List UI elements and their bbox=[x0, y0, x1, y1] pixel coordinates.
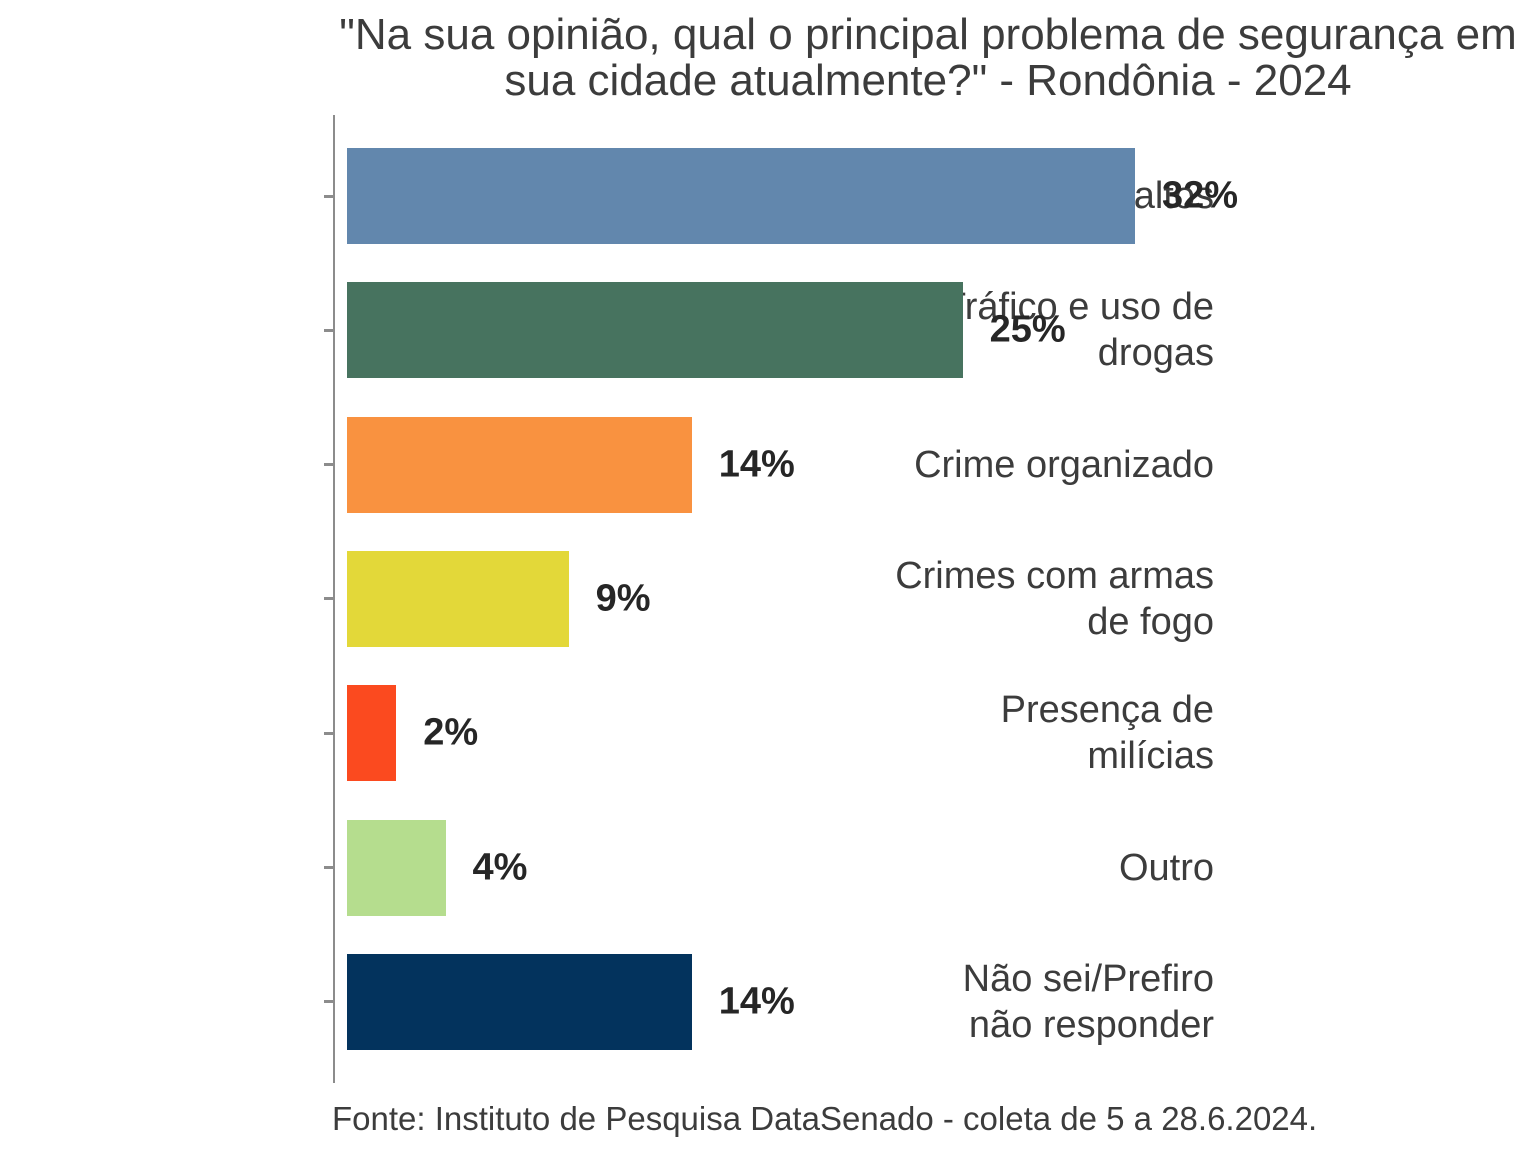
value-label: 9% bbox=[595, 577, 651, 620]
axis-tick bbox=[324, 731, 333, 735]
chart-title: "Na sua opinião, qual o principal proble… bbox=[320, 12, 1536, 104]
value-label: 2% bbox=[423, 711, 479, 754]
bar-3 bbox=[347, 416, 692, 513]
axis-tick bbox=[324, 328, 333, 332]
axis-tick bbox=[324, 866, 333, 869]
source-note: Fonte: Instituto de Pesquisa DataSenado … bbox=[332, 1100, 1318, 1137]
bar-6 bbox=[347, 819, 446, 916]
bar-1 bbox=[347, 148, 1135, 244]
axis-tick bbox=[324, 597, 333, 601]
bar-7 bbox=[347, 953, 692, 1050]
value-label: 25% bbox=[989, 308, 1066, 351]
value-label: 32% bbox=[1162, 174, 1239, 217]
chart-title-line2: sua cidade atualmente?" - Rondônia - 202… bbox=[504, 56, 1352, 105]
y-axis-line bbox=[333, 115, 335, 1083]
bar-2 bbox=[347, 282, 963, 379]
bar-4 bbox=[347, 550, 569, 647]
category-label: Outro bbox=[1118, 846, 1214, 889]
category-label: Crime organizado bbox=[914, 443, 1214, 486]
category-label: Presença de milícias bbox=[1000, 689, 1214, 778]
value-label: 4% bbox=[472, 846, 528, 888]
axis-tick bbox=[324, 463, 333, 467]
axis-tick bbox=[324, 1000, 333, 1004]
category-label: Crimes com armas de fogo bbox=[895, 554, 1214, 643]
category-label: Não sei/Prefiro não responder bbox=[962, 957, 1214, 1046]
bar-5 bbox=[347, 685, 397, 782]
value-label: 14% bbox=[718, 980, 795, 1023]
axis-tick bbox=[324, 194, 333, 198]
value-label: 14% bbox=[718, 443, 795, 486]
chart-title-line1: "Na sua opinião, qual o principal proble… bbox=[339, 10, 1517, 59]
